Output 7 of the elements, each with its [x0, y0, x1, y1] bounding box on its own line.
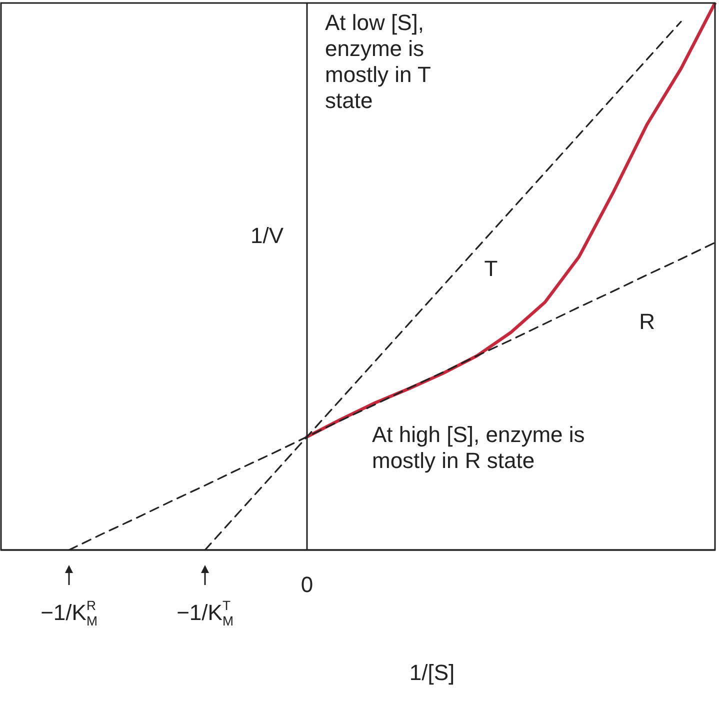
series-label: R: [639, 308, 655, 334]
x-axis-title: 1/[S]: [409, 660, 455, 685]
series-label: T: [484, 256, 498, 282]
text: 0: [300, 572, 314, 597]
y-axis-title: 1/V: [250, 223, 284, 248]
annotation: At high [S], enzyme is mostly in R state: [372, 422, 585, 474]
annotation: At low [S], enzyme is mostly in T state: [325, 10, 431, 114]
